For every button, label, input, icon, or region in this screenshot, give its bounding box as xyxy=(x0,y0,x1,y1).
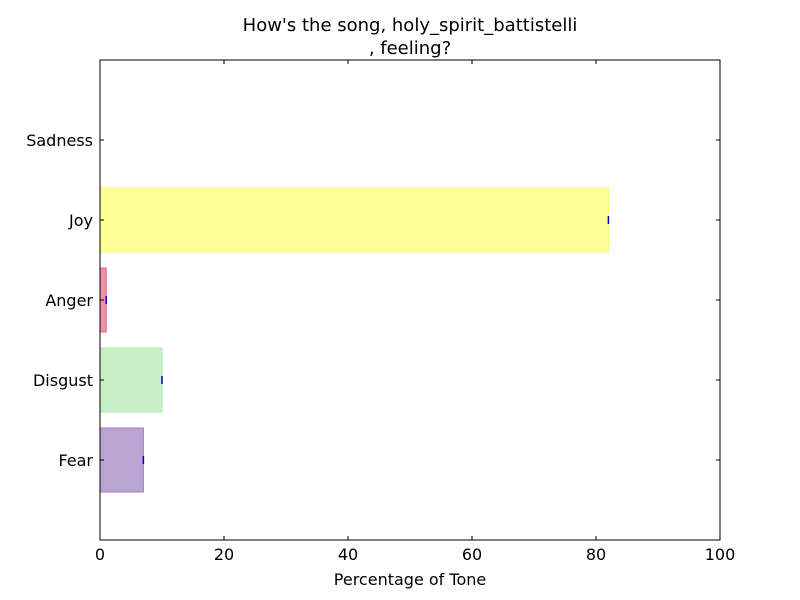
x-tick-label-100: 100 xyxy=(705,545,736,564)
y-tick-label-anger: Anger xyxy=(45,291,93,310)
x-axis-label: Percentage of Tone xyxy=(334,570,486,589)
y-tick-label-sadness: Sadness xyxy=(26,131,93,150)
x-axis-ticks: 0 20 40 60 80 100 xyxy=(95,60,735,564)
x-tick-label-60: 60 xyxy=(462,545,482,564)
x-tick-label-40: 40 xyxy=(338,545,358,564)
y-axis-ticks: Fear Disgust Anger Joy Sadness xyxy=(26,131,720,470)
plot-frame xyxy=(99,59,721,541)
x-tick-label-0: 0 xyxy=(95,545,105,564)
bar-fear xyxy=(99,427,144,493)
bars-group xyxy=(99,187,609,493)
error-markers-group xyxy=(105,216,610,464)
bar-disgust xyxy=(99,347,163,413)
y-tick-label-joy: Joy xyxy=(68,211,93,230)
x-tick-label-20: 20 xyxy=(214,545,234,564)
chart-title-line-1: How's the song, holy_spirit_battistelli xyxy=(243,15,578,36)
bar-joy xyxy=(99,187,609,253)
x-tick-label-80: 80 xyxy=(586,545,606,564)
y-tick-label-fear: Fear xyxy=(58,451,93,470)
y-tick-label-disgust: Disgust xyxy=(33,371,93,390)
chart-title-line-2: , feeling? xyxy=(369,38,451,59)
